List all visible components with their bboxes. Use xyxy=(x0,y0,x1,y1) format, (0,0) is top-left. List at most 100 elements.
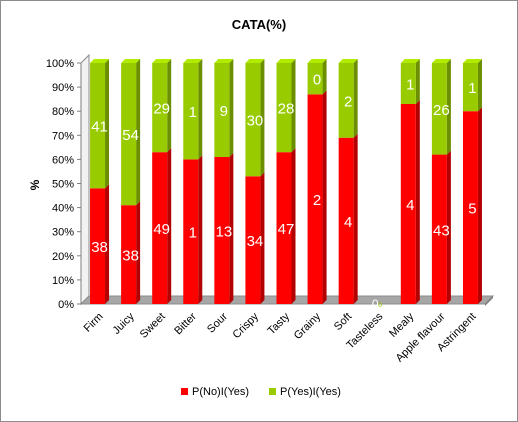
x-tick-label: Sweet xyxy=(138,311,168,341)
bar-no-yes xyxy=(152,152,168,304)
bar-yes-yes-top xyxy=(400,59,420,63)
x-tick-label: Bitter xyxy=(172,310,199,337)
y-tick-label: 0% xyxy=(58,299,74,311)
y-tick-label: 90% xyxy=(52,82,74,94)
y-tick-label: 80% xyxy=(52,106,74,118)
data-label: 34 xyxy=(247,233,264,250)
bar-yes-yes-side xyxy=(415,59,420,104)
data-label: 0 xyxy=(313,72,321,89)
bar-yes-yes-top xyxy=(307,59,327,63)
bar-no-yes-side xyxy=(105,184,110,304)
bar-no-yes-side xyxy=(260,172,265,304)
x-tick-label: Sour xyxy=(205,310,230,335)
bar-yes-yes-side xyxy=(291,59,296,153)
data-label: 2 xyxy=(344,93,352,110)
data-label: 54 xyxy=(122,127,139,144)
bar-yes-yes-top xyxy=(214,59,234,63)
x-tick-label: Juicy xyxy=(111,310,138,337)
data-label: 9 xyxy=(220,103,228,120)
x-tick-label: Crispy xyxy=(231,310,262,341)
bar-yes-yes xyxy=(276,63,292,153)
bar-yes-yes-top xyxy=(462,59,482,63)
y-tick-label: 50% xyxy=(52,179,74,191)
data-label: 29 xyxy=(153,101,170,118)
bar-yes-yes-top xyxy=(245,59,265,63)
bar-yes-yes-side xyxy=(260,59,265,177)
data-label: 49 xyxy=(153,221,170,238)
legend-swatch xyxy=(269,388,276,395)
bar-yes-yes-side xyxy=(322,59,327,95)
data-label: 4 xyxy=(406,197,414,214)
data-label: 13 xyxy=(216,223,233,240)
data-label: 47 xyxy=(278,221,295,238)
data-label: 38 xyxy=(91,239,108,256)
bar-yes-yes-top xyxy=(183,59,203,63)
legend-label: P(Yes)I(Yes) xyxy=(280,386,341,398)
x-tick-label: Grainy xyxy=(292,310,324,342)
bar-yes-yes-top xyxy=(431,59,451,63)
bar-no-yes xyxy=(431,154,447,304)
bar-no-yes xyxy=(276,152,292,304)
bars xyxy=(90,59,482,304)
bar-yes-yes xyxy=(183,63,199,160)
bar-yes-yes-top xyxy=(276,59,296,63)
y-tick-label: 70% xyxy=(52,130,74,142)
bar-no-yes-side xyxy=(229,152,234,304)
y-tick-label: 20% xyxy=(52,251,74,263)
bar-yes-yes-top xyxy=(121,59,141,63)
x-tick-label: Firm xyxy=(82,311,106,335)
bar-yes-yes xyxy=(431,63,447,155)
legend: P(No)I(Yes) P(Yes)I(Yes) xyxy=(181,386,341,398)
bar-yes-yes xyxy=(121,63,137,206)
bar-no-yes-side xyxy=(415,99,420,304)
bar-yes-yes xyxy=(90,63,106,189)
bar-no-yes-side xyxy=(198,155,203,304)
data-label: 30 xyxy=(247,113,264,130)
y-tick-label: 30% xyxy=(52,227,74,239)
data-label: 1 xyxy=(189,104,197,121)
bar-yes-yes-side xyxy=(353,59,358,138)
bar-yes-yes xyxy=(400,63,416,104)
bar-no-yes-side xyxy=(477,107,482,304)
chart-title: CATA(%) xyxy=(232,17,286,32)
bar-no-yes xyxy=(338,137,354,304)
bar-yes-yes xyxy=(214,63,230,157)
x-tick-label: Soft xyxy=(332,311,354,333)
bar-no-yes-side xyxy=(136,201,141,304)
legend-label: P(No)I(Yes) xyxy=(192,386,249,398)
bar-yes-yes xyxy=(245,63,261,177)
bar-no-yes-side xyxy=(446,150,451,304)
bar-no-yes xyxy=(183,159,199,304)
bar-no-yes-side xyxy=(353,133,358,304)
bar-yes-yes-side xyxy=(105,59,110,189)
bar-yes-yes-side xyxy=(198,59,203,160)
x-tick-label: Tasty xyxy=(265,310,292,337)
bar-no-yes xyxy=(462,111,478,304)
side-wall xyxy=(80,53,90,306)
data-label: 1 xyxy=(406,76,414,93)
bar-no-yes xyxy=(245,176,261,304)
bar-no-yes xyxy=(214,156,230,304)
data-label: 1 xyxy=(189,225,197,242)
data-label: 41 xyxy=(91,119,108,136)
floor-edge xyxy=(485,296,493,306)
y-tick-label: 60% xyxy=(52,154,74,166)
data-label: 38 xyxy=(122,248,139,265)
data-label: 4 xyxy=(344,214,352,231)
axes: 0% 10% 20% 30% 40% 50% 60% 70% 80% 90% 100% Firm Jui… xyxy=(46,53,495,365)
bar-no-yes xyxy=(121,205,137,304)
bar-no-yes xyxy=(90,188,106,304)
y-tick-label: 40% xyxy=(52,203,74,215)
bar-no-yes-side xyxy=(291,148,296,304)
bar-no-yes-side xyxy=(167,148,172,304)
data-label: 1 xyxy=(468,80,476,97)
data-label: 0 xyxy=(378,302,382,309)
legend-swatch xyxy=(181,388,188,395)
bar-yes-yes xyxy=(338,63,354,138)
bar-no-yes-side xyxy=(322,90,327,304)
bar-yes-yes-top xyxy=(152,59,172,63)
y-tick-label: 10% xyxy=(52,275,74,287)
bar-yes-yes-side xyxy=(229,59,234,157)
